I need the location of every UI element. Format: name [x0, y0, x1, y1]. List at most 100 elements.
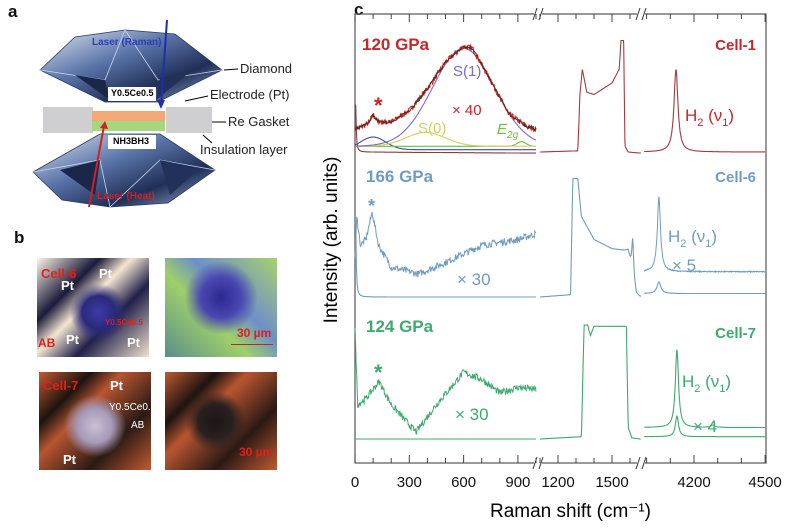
- e2g-label: E2g: [497, 121, 519, 141]
- panel-c-label: c: [354, 0, 364, 19]
- photo-cell-6: Cell-6 Pt Pt Pt Pt AB Y0.5Ce0.5: [37, 258, 149, 357]
- x-tick-label: 4500: [748, 474, 781, 491]
- re-gasket-left: [43, 107, 93, 133]
- x-tick-label: 300: [397, 474, 422, 491]
- star-marker: *: [374, 93, 383, 118]
- scale-bar-label: 30 µm: [237, 326, 272, 340]
- spectrum-trace-cell-6: [540, 177, 642, 298]
- spectrum-trace-cell-6: [644, 281, 766, 295]
- ab-label: AB: [38, 336, 56, 350]
- axis-break-gap: [534, 461, 542, 465]
- panel-a-label: a: [8, 2, 18, 21]
- pt-label: Pt: [110, 378, 123, 393]
- s0-label: S(0): [418, 120, 446, 137]
- cell-label: Cell-7: [715, 325, 756, 342]
- pressure-label: 166 GPa: [366, 167, 434, 186]
- h2-label: H2 (ν1): [668, 227, 717, 250]
- sample-bottom-box: [108, 135, 156, 149]
- pt-label: Pt: [99, 266, 112, 281]
- heat-laser-arrow: [88, 125, 105, 208]
- s1-label: S(1): [453, 63, 481, 80]
- axis-break-mark: [538, 456, 544, 470]
- cell-label: Cell-6: [715, 169, 756, 186]
- sample-top-label: Y0.5Ce0.5: [111, 88, 154, 98]
- ab-label: AB: [131, 420, 145, 431]
- raman-laser-arrow: [160, 19, 168, 107]
- scale-label: × 30: [455, 405, 489, 424]
- laser-raman-label: Laser (Raman): [92, 37, 162, 48]
- x-tick-label: 0: [351, 474, 359, 491]
- scale-bar: [231, 344, 273, 345]
- pt-label: Pt: [66, 332, 79, 347]
- scale-label: × 40: [452, 102, 482, 119]
- electrode-sample-layer: [92, 111, 165, 121]
- laser-heat-label: Laser (Heat): [97, 191, 155, 202]
- photo-cell-7-scale: 30 µm: [165, 372, 277, 470]
- x-tick-label: 1200: [541, 474, 574, 491]
- sample-top-box: [108, 87, 156, 101]
- pressure-label: 120 GPa: [362, 35, 430, 54]
- scale-h2-label: × 5: [672, 256, 696, 275]
- cell-label: Cell-6: [41, 266, 77, 281]
- photo-cell-7: Cell-7 Pt Pt AB Y0.5Ce0.5: [39, 372, 151, 470]
- x-tick-label: 1500: [595, 474, 628, 491]
- spectrum-trace-cell-7: [644, 349, 766, 429]
- spectrum-trace-cell-7: [540, 324, 641, 440]
- sample-bottom-label: NH3BH3: [113, 136, 150, 146]
- scale-h2-label: × 4: [693, 417, 717, 436]
- insulation-pointer: [202, 134, 213, 144]
- sample-label: Y0.5Ce0.5: [109, 402, 151, 413]
- spectrum-trace-cell-1: [354, 136, 536, 151]
- diamond-anvil-cell-diagram: [32, 19, 239, 208]
- spectrum-trace-cell-1: [540, 39, 641, 154]
- spectrum-trace-cell-1: [355, 141, 536, 147]
- axis-break-mark: [641, 7, 647, 21]
- h2-label: H2 (ν1): [685, 106, 734, 129]
- x-tick-label: 900: [505, 474, 530, 491]
- spectrum-trace-cell-1: [355, 131, 536, 147]
- gasket-label: Re Gasket: [228, 114, 290, 129]
- re-gasket-right: [166, 107, 212, 133]
- scale-label: × 30: [457, 270, 491, 289]
- ammonia-borane-layer: [92, 121, 165, 131]
- star-marker: *: [368, 196, 375, 216]
- h2-label: H2 (ν1): [682, 372, 731, 395]
- bottom-diamond: [32, 133, 216, 208]
- photo-cell-6-scale: 30 µm: [165, 258, 277, 357]
- plot-frame: [354, 13, 767, 464]
- spectrum-trace-cell-7: [354, 328, 537, 435]
- axis-break-mark: [641, 456, 647, 470]
- spectrum-trace-cell-6: [643, 196, 766, 274]
- scale-bar-label: 30 µm: [239, 445, 274, 459]
- axis-break-gap: [534, 12, 542, 16]
- cell-label: Cell-1: [715, 37, 756, 54]
- axis-break-mark: [635, 456, 641, 470]
- axis-break-mark: [532, 7, 538, 21]
- x-axis-label: Raman shift (cm⁻¹): [490, 501, 651, 522]
- spectrum-trace-cell-7: [644, 415, 766, 438]
- sample-label: Y0.5Ce0.5: [105, 318, 143, 327]
- top-diamond: [39, 29, 223, 103]
- electrode-pointer: [184, 95, 209, 102]
- pt-label: Pt: [63, 452, 76, 467]
- insulation-label: Insulation layer: [200, 142, 288, 157]
- axis-break-gap: [637, 12, 645, 16]
- electrode-label: Electrode (Pt): [210, 87, 290, 102]
- y-axis-label: Intensity (arb. units): [321, 156, 342, 324]
- spectrum-trace-cell-6: [354, 211, 537, 278]
- spectrum-trace-cell-6: [354, 221, 536, 298]
- diamond-label: Diamond: [240, 61, 293, 76]
- x-tick-label: 4200: [677, 474, 710, 491]
- star-marker: *: [374, 360, 383, 385]
- spectrum-trace-cell-1: [354, 104, 536, 154]
- x-tick-label: 600: [451, 474, 476, 491]
- panel-b-label: b: [14, 228, 25, 247]
- pt-label: Pt: [61, 278, 74, 293]
- spectrum-trace-cell-1: [354, 43, 537, 133]
- spectrum-trace-cell-1: [644, 69, 766, 153]
- axis-break-gap: [637, 461, 645, 465]
- pressure-label: 124 GPa: [366, 317, 434, 336]
- cell-label: Cell-7: [43, 378, 79, 393]
- spectrum-trace-cell-1: [354, 45, 537, 132]
